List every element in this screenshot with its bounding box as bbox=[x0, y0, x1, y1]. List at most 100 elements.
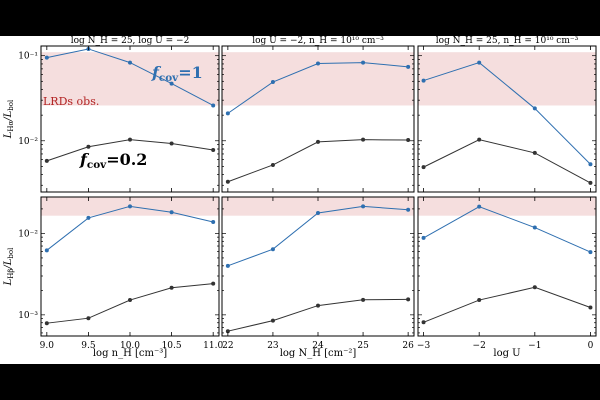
data-point-fcov_0_2 bbox=[588, 305, 593, 310]
x-tick-label: −2 bbox=[473, 341, 486, 351]
data-point-fcov_1 bbox=[270, 247, 275, 252]
x-axis-label: log N_H [cm⁻²] bbox=[280, 348, 357, 359]
data-point-fcov_0_2 bbox=[86, 316, 91, 321]
data-point-fcov_1 bbox=[532, 106, 537, 111]
x-tick-label: −1 bbox=[528, 341, 541, 351]
data-point-fcov_1 bbox=[477, 204, 482, 209]
data-point-fcov_1 bbox=[211, 103, 216, 108]
series-line-fcov_1 bbox=[423, 206, 591, 253]
data-point-fcov_0_2 bbox=[211, 147, 216, 152]
data-point-fcov_0_2 bbox=[406, 297, 411, 302]
data-point-fcov_0_2 bbox=[588, 180, 593, 185]
data-point-fcov_1 bbox=[421, 235, 426, 240]
data-point-fcov_1 bbox=[225, 263, 230, 268]
data-point-fcov_1 bbox=[128, 204, 132, 209]
y-tick-label: 10⁻¹ bbox=[18, 52, 38, 62]
data-point-fcov_1 bbox=[128, 60, 132, 65]
data-point-fcov_0_2 bbox=[316, 139, 320, 144]
series-line-fcov_0_2 bbox=[423, 286, 591, 323]
panel-r0-c1 bbox=[221, 45, 415, 193]
data-point-fcov_0_2 bbox=[211, 281, 216, 286]
panel-r0-c2 bbox=[417, 45, 597, 193]
x-tick-label: 9.0 bbox=[40, 341, 55, 351]
data-point-fcov_1 bbox=[225, 111, 230, 116]
data-point-fcov_0_2 bbox=[169, 285, 174, 290]
data-point-fcov_1 bbox=[361, 204, 366, 209]
data-point-fcov_0_2 bbox=[477, 137, 482, 142]
panel-frame bbox=[417, 196, 597, 337]
data-point-fcov_0_2 bbox=[421, 165, 426, 170]
fcov1-label: fcov=1 bbox=[151, 63, 203, 84]
series-line-fcov_1 bbox=[423, 62, 591, 165]
data-point-fcov_1 bbox=[477, 60, 482, 65]
data-point-fcov_0_2 bbox=[128, 298, 132, 303]
x-tick-label: 24 bbox=[312, 341, 324, 351]
panel-title: log U = −2, n_H = 10¹⁰ cm⁻³ bbox=[252, 36, 384, 46]
data-point-fcov_0_2 bbox=[532, 285, 537, 290]
lrd-observed-band bbox=[418, 197, 596, 216]
data-point-fcov_0_2 bbox=[361, 137, 366, 142]
data-point-fcov_0_2 bbox=[225, 329, 230, 334]
panel-r1-c1: 22 23 24 25 26 bbox=[221, 196, 415, 351]
data-point-fcov_1 bbox=[270, 80, 275, 85]
data-point-fcov_0_2 bbox=[86, 144, 91, 149]
y-axis-label: LHβ/Lbol bbox=[3, 247, 15, 287]
x-tick-label: 10.0 bbox=[120, 341, 140, 351]
x-tick-label: 0 bbox=[588, 341, 594, 351]
panel-r1-c0: 9.0 9.5 10.0 10.5 11.0 10⁻³ 10⁻² bbox=[18, 196, 223, 351]
panel-r0-c0: 10⁻² 10⁻¹ bbox=[18, 45, 220, 193]
data-point-fcov_0_2 bbox=[225, 179, 230, 184]
x-axis-label: log n_H [cm⁻³] bbox=[93, 348, 167, 359]
data-point-fcov_0_2 bbox=[44, 158, 49, 163]
data-point-fcov_1 bbox=[211, 220, 216, 225]
x-tick-label: 9.5 bbox=[81, 341, 96, 351]
data-point-fcov_0_2 bbox=[44, 321, 49, 326]
data-point-fcov_0_2 bbox=[361, 297, 366, 302]
y-tick-label: 10⁻² bbox=[18, 137, 38, 147]
data-point-fcov_0_2 bbox=[128, 137, 132, 142]
data-point-fcov_1 bbox=[316, 61, 320, 66]
panel-title: log N_H = 25, log U = −2 bbox=[71, 36, 190, 46]
y-axis-label: LHα/Lbol bbox=[3, 99, 15, 139]
data-point-fcov_0_2 bbox=[270, 162, 275, 167]
data-point-fcov_1 bbox=[316, 211, 320, 216]
x-tick-label: 23 bbox=[267, 341, 279, 351]
panel-title: log N_H = 25, n_H = 10¹⁰ cm⁻³ bbox=[436, 36, 579, 46]
x-axis-label: log U bbox=[493, 348, 520, 359]
y-tick-label: 10⁻³ bbox=[18, 311, 38, 321]
data-point-fcov_0_2 bbox=[477, 298, 482, 303]
x-tick-label: 26 bbox=[402, 341, 414, 351]
data-point-fcov_1 bbox=[44, 55, 49, 60]
data-point-fcov_1 bbox=[406, 64, 411, 69]
data-point-fcov_1 bbox=[588, 162, 593, 167]
data-point-fcov_0_2 bbox=[316, 303, 320, 308]
x-tick-label: 10.5 bbox=[162, 341, 182, 351]
data-point-fcov_1 bbox=[532, 225, 537, 230]
lrd-observed-band bbox=[418, 52, 596, 106]
fcov02-label: fcov=0.2 bbox=[79, 150, 147, 171]
data-point-fcov_1 bbox=[361, 60, 366, 65]
data-point-fcov_1 bbox=[421, 78, 426, 83]
lrd-observed-band bbox=[222, 197, 414, 216]
data-point-fcov_1 bbox=[169, 81, 174, 86]
data-point-fcov_1 bbox=[86, 215, 91, 220]
series-line-fcov_0_2 bbox=[423, 139, 591, 184]
x-tick-label: 25 bbox=[357, 341, 369, 351]
panel-r1-c2: −3 −2 −1 0 bbox=[417, 196, 597, 351]
panels: 10⁻² 10⁻¹ 9.0 9.5 10.0 10.5 11.0 10⁻³ 10⁻² 22 23 24… bbox=[3, 36, 597, 359]
x-tick-label: 11.0 bbox=[203, 341, 223, 351]
data-point-fcov_1 bbox=[44, 248, 49, 253]
data-point-fcov_0_2 bbox=[406, 138, 411, 143]
lrd-observed-band bbox=[222, 52, 414, 106]
data-point-fcov_0_2 bbox=[532, 150, 537, 155]
data-point-fcov_0_2 bbox=[270, 318, 275, 323]
x-tick-label: 22 bbox=[222, 341, 233, 351]
y-tick-label: 10⁻² bbox=[18, 229, 38, 239]
data-point-fcov_0_2 bbox=[421, 320, 426, 325]
data-point-fcov_0_2 bbox=[169, 141, 174, 146]
data-point-fcov_1 bbox=[588, 250, 593, 255]
panel-frame bbox=[417, 45, 597, 193]
band-label: LRDs obs. bbox=[43, 95, 99, 108]
x-tick-label: −3 bbox=[417, 341, 431, 351]
